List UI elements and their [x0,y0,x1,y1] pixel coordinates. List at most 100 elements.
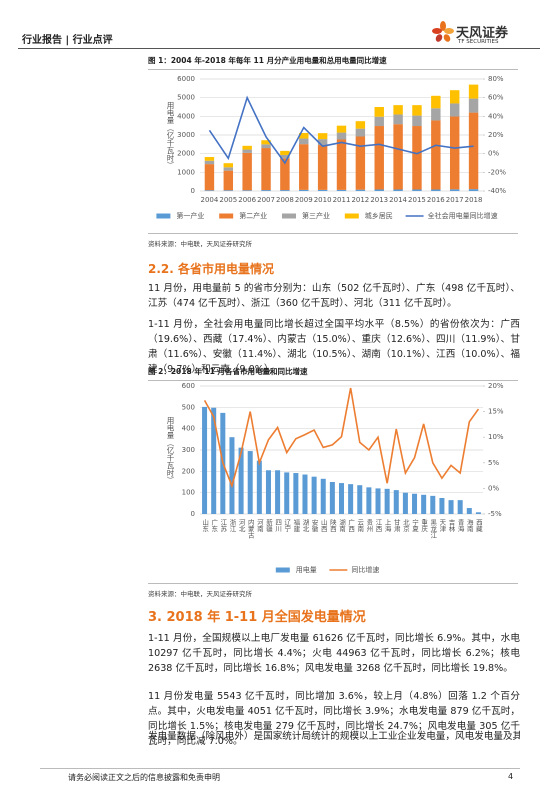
bar [299,132,309,139]
bar [256,460,262,514]
figure-title: 图 2：2018 年 11 月各省市用电量和同比增速 [148,366,518,381]
x-tick-label: 2017 [446,196,464,204]
y-tick-label: 3000 [177,131,195,139]
y-tick-label: 500 [182,403,195,411]
x-tick-label: 重庆 [420,519,428,534]
x-tick-label: 四川 [274,519,282,533]
bar [261,144,271,149]
bar [393,105,403,115]
bar [280,154,290,159]
bar [302,474,308,514]
bar [402,492,408,514]
bar [317,139,328,146]
bar [468,98,479,113]
bar [280,158,290,191]
bar [247,451,253,514]
bar [223,167,234,171]
bar [439,498,445,514]
bar [261,190,271,191]
bar [223,190,234,191]
x-tick-label: 安徽 [310,518,318,534]
bar [293,473,299,514]
legend-swatch [219,213,234,219]
bar [317,189,328,191]
x-tick-label: 天津 [438,519,446,534]
paragraph: 发电量数据（除风电外）是国家统计局统计的规模以上工业企业发电量，风电发电量及其 [148,731,520,742]
x-tick-label: 湖北 [301,518,309,534]
x-tick-label: 甘肃 [392,518,400,534]
legend-label: 第二产业 [239,211,267,220]
y2-tick-label: 0% [488,150,499,158]
bar [242,145,252,150]
bar [384,488,390,514]
x-tick-label: 山东 [201,518,209,533]
bar [468,189,479,191]
bar [375,488,381,514]
bar [431,95,441,109]
x-tick-label: 吉林 [447,519,455,534]
bar [280,150,290,155]
y2-tick-label: 15% [488,408,504,416]
bar [393,124,403,190]
bar [202,406,208,514]
chart: 0 100 200 300 400 500 600 -5% 0% 5% 10% 15% 20% 用电量（亿… [166,382,504,574]
bar [317,145,328,190]
bar [431,120,441,190]
legend-label: 城乡居民 [365,212,393,220]
bar [468,112,479,190]
y-tick-label: 5000 [177,94,195,102]
legend-label: 第一产业 [176,211,204,220]
section-heading: 2.2. 各省市用电量情况 [148,262,274,276]
bar [336,125,347,133]
bar [355,128,366,137]
x-tick-label: 北京 [401,519,409,534]
bar [449,189,460,191]
bar [280,190,290,191]
bar [374,126,384,190]
bar [355,136,366,190]
legend-swatch [275,567,290,573]
y-tick-label: 0 [191,510,195,518]
x-tick-label: 2015 [408,196,426,204]
bar [317,133,328,140]
section-heading: 3. 2018 年 1-11 月全国发电量情况 [148,610,366,625]
bar [421,494,427,514]
bar [431,108,441,121]
bar [355,121,366,129]
bar [329,482,335,514]
x-tick-label: 2014 [389,196,407,204]
x-tick-label: 青海 [456,518,464,534]
y-tick-label: 100 [182,489,195,497]
page-number: 4 [508,772,514,781]
bar [242,190,252,191]
x-tick-label: 2013 [370,196,388,204]
bar [448,500,454,514]
paragraph: 1-11 月份，全社会用电量同比增长超过全国平均水平（8.5%）的省份依次为：广… [148,319,520,375]
bar [412,493,418,514]
bar [357,485,363,514]
x-tick-label: 浙江 [228,518,236,533]
bar [468,84,479,99]
bar [412,105,422,116]
x-tick-label: 2005 [219,196,237,204]
brand: 天风证券 [456,26,509,41]
y2-tick-label: 40% [488,112,504,120]
y-tick-label: 600 [182,382,195,390]
bar [204,160,215,165]
x-tick-label: 宁夏 [411,518,419,533]
bar [265,470,271,514]
bar [299,138,309,145]
bar [412,126,422,190]
x-tick-label: 2012 [351,196,369,204]
x-tick-label: 新疆 [264,518,272,534]
y2-tick-label: -5% [488,510,502,518]
legend-label: 第三产业 [302,211,330,220]
x-tick-label: 西藏 [474,519,482,534]
bar [242,152,252,191]
x-tick-label: 广西 [347,518,355,534]
bar [311,476,317,514]
paragraph: 11 月份发电量 5543 亿千瓦时，同比增加 3.6%，较上月（4.8%）回落… [148,691,520,747]
figure-title: 图 1：2004 年-2018 年每年 11 月分产业用电量和总用电量同比增速 [148,55,518,70]
figure-source: 资料来源：中电联，天风证券研究所 [148,583,518,598]
bar [261,148,271,191]
